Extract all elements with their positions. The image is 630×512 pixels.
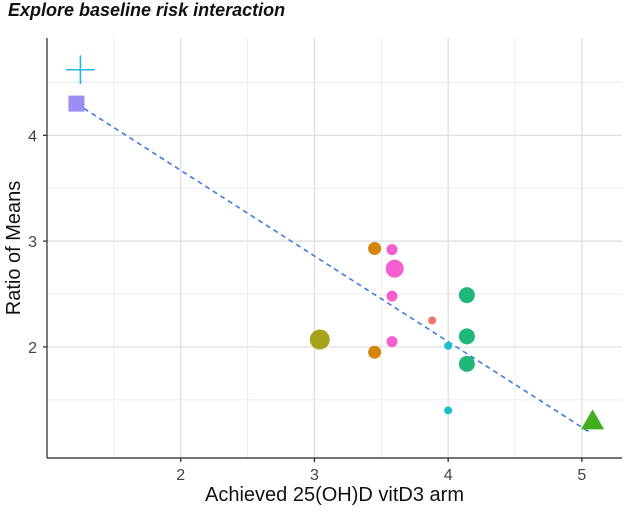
data-point xyxy=(444,341,453,350)
chart-title: Explore baseline risk interaction xyxy=(8,0,286,20)
data-point xyxy=(458,355,475,372)
trend-line xyxy=(75,102,590,433)
data-point xyxy=(458,287,475,304)
x-tick-label: 4 xyxy=(444,467,453,484)
data-point xyxy=(386,336,398,348)
data-point xyxy=(368,345,382,359)
y-tick-label: 3 xyxy=(28,234,37,251)
x-tick-label: 2 xyxy=(176,467,185,484)
data-point xyxy=(309,329,330,350)
data-point xyxy=(458,328,475,345)
data-point xyxy=(386,290,398,302)
data-point xyxy=(68,95,85,112)
x-tick-label: 3 xyxy=(310,467,319,484)
x-tick-label: 5 xyxy=(577,467,586,484)
data-point xyxy=(386,244,398,256)
data-point xyxy=(66,55,95,85)
data-point xyxy=(428,316,437,325)
data-point xyxy=(368,242,382,256)
data-point xyxy=(444,406,453,415)
data-point xyxy=(385,259,404,278)
y-axis-label: Ratio of Means xyxy=(3,181,25,316)
y-tick-label: 2 xyxy=(28,340,37,357)
x-axis-label: Achieved 25(OH)D vitD3 arm xyxy=(205,484,464,506)
y-tick-label: 4 xyxy=(28,128,37,145)
data-point xyxy=(581,409,605,430)
